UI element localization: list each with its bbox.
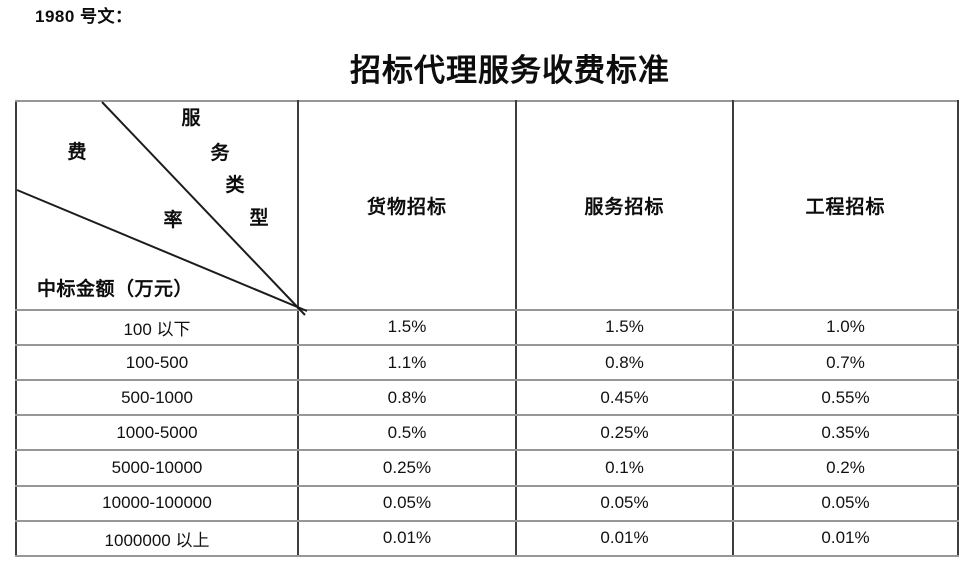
fee-rate-label-char: 率: [163, 210, 183, 231]
column-header-engineering: 工程招标: [733, 100, 959, 311]
engineering-rate-cell: 1.0%: [733, 309, 959, 347]
engineering-rate-cell: 0.55%: [733, 380, 959, 417]
table-row: 10000-100000 0.05% 0.05% 0.05%: [15, 485, 959, 522]
fee-rate-table: 服 务 类 型 费 率 中标金额（万元） 货物招标 服务招标 工程招标 100 …: [15, 100, 959, 558]
table-row: 100-500 1.1% 0.8% 0.7%: [15, 345, 959, 382]
goods-rate-cell: 0.8%: [298, 380, 517, 417]
diagonal-line-lower: [16, 189, 308, 312]
doc-number-label: 1980 号文：: [35, 7, 133, 26]
table-row: 1000-5000 0.5% 0.25% 0.35%: [15, 415, 959, 452]
table-row: 5000-10000 0.25% 0.1% 0.2%: [15, 450, 959, 487]
amount-range-cell: 1000-5000: [15, 415, 299, 452]
engineering-rate-cell: 0.01%: [733, 520, 959, 558]
goods-rate-cell: 1.5%: [298, 309, 517, 347]
fee-rate-label-char: 费: [67, 142, 87, 163]
table-row: 1000000 以上 0.01% 0.01% 0.01%: [15, 520, 959, 558]
table-row: 500-1000 0.8% 0.45% 0.55%: [15, 380, 959, 417]
amount-range-cell: 1000000 以上: [15, 520, 299, 558]
diagonal-divider-lines: [16, 101, 308, 316]
page-title: 招标代理服务收费标准: [350, 53, 670, 88]
service-rate-cell: 0.45%: [516, 380, 734, 417]
service-type-label-char: 务: [210, 143, 230, 164]
table-row: 100 以下 1.5% 1.5% 1.0%: [15, 309, 959, 347]
goods-rate-cell: 0.01%: [298, 520, 517, 558]
goods-rate-cell: 0.25%: [298, 450, 517, 487]
table-header-row: 服 务 类 型 费 率 中标金额（万元） 货物招标 服务招标 工程招标: [15, 100, 959, 316]
goods-rate-cell: 1.1%: [298, 345, 517, 382]
service-rate-cell: 0.1%: [516, 450, 734, 487]
corner-header-cell: 服 务 类 型 费 率 中标金额（万元）: [15, 100, 308, 316]
engineering-rate-cell: 0.05%: [733, 485, 959, 522]
service-type-label-char: 类: [225, 175, 245, 196]
amount-range-cell: 5000-10000: [15, 450, 299, 487]
service-type-label-char: 服: [181, 108, 201, 129]
service-rate-cell: 1.5%: [516, 309, 734, 347]
amount-range-cell: 100-500: [15, 345, 299, 382]
goods-rate-cell: 0.5%: [298, 415, 517, 452]
service-type-label-char: 型: [249, 208, 269, 229]
engineering-rate-cell: 0.2%: [733, 450, 959, 487]
goods-rate-cell: 0.05%: [298, 485, 517, 522]
amount-range-cell: 500-1000: [15, 380, 299, 417]
service-rate-cell: 0.8%: [516, 345, 734, 382]
column-header-service: 服务招标: [516, 100, 734, 311]
service-rate-cell: 0.01%: [516, 520, 734, 558]
service-rate-cell: 0.25%: [516, 415, 734, 452]
amount-range-cell: 10000-100000: [15, 485, 299, 522]
bid-amount-axis-label: 中标金额（万元）: [37, 278, 194, 300]
engineering-rate-cell: 0.35%: [733, 415, 959, 452]
amount-range-cell: 100 以下: [15, 309, 299, 347]
engineering-rate-cell: 0.7%: [733, 345, 959, 382]
diagonal-line-upper: [101, 101, 306, 316]
column-header-goods: 货物招标: [298, 100, 517, 311]
service-rate-cell: 0.05%: [516, 485, 734, 522]
